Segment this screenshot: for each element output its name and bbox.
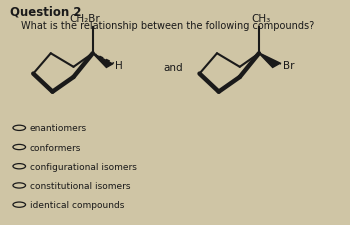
Polygon shape xyxy=(259,54,279,68)
Text: H: H xyxy=(115,60,122,70)
Text: enantiomers: enantiomers xyxy=(30,124,87,133)
Text: What is the relationship between the following compounds?: What is the relationship between the fol… xyxy=(21,21,314,31)
Text: CH₃: CH₃ xyxy=(251,14,270,24)
Polygon shape xyxy=(93,54,113,68)
Text: constitutional isomers: constitutional isomers xyxy=(30,181,130,190)
Text: CH₂Br: CH₂Br xyxy=(69,14,100,24)
Text: Br: Br xyxy=(283,60,294,70)
Text: Question 2: Question 2 xyxy=(10,6,81,19)
Text: and: and xyxy=(163,63,183,72)
Text: conformers: conformers xyxy=(30,143,81,152)
Text: configurational isomers: configurational isomers xyxy=(30,162,136,171)
Text: identical compounds: identical compounds xyxy=(30,200,124,209)
